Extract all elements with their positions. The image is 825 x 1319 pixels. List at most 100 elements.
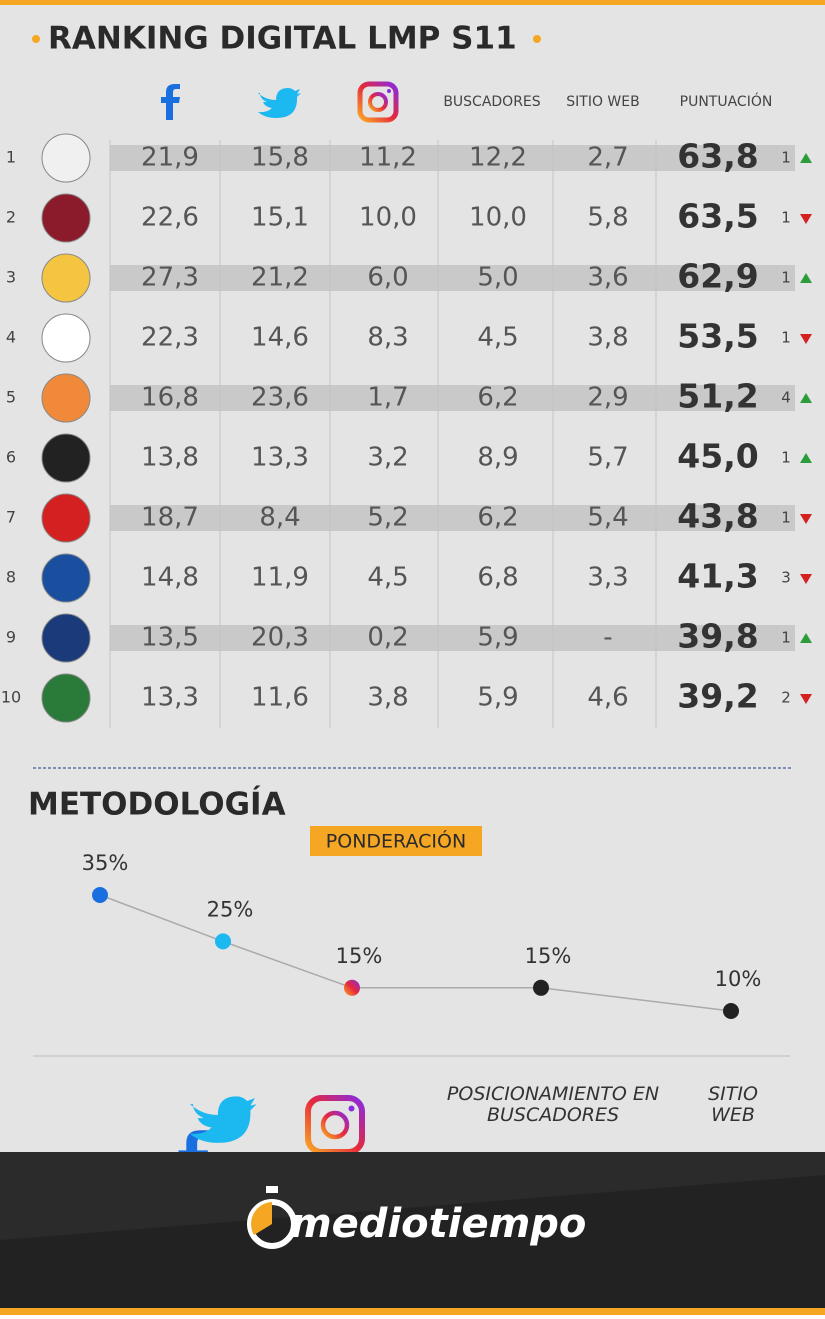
cell: 3,6 — [587, 263, 628, 293]
cell: 5,4 — [587, 503, 628, 533]
weight-label: 15% — [336, 944, 383, 968]
cell: 20,3 — [251, 623, 309, 653]
weight-point — [344, 979, 360, 996]
cell: 8,9 — [477, 443, 518, 473]
weight-label: 10% — [715, 967, 762, 991]
row-band — [110, 265, 795, 291]
cell: 15,1 — [251, 203, 309, 233]
weight-label: 35% — [82, 851, 129, 875]
team-logo — [41, 313, 91, 363]
team-logo — [41, 613, 91, 663]
rank: 5 — [6, 388, 16, 407]
cell: 18,7 — [141, 503, 199, 533]
weight-point — [92, 887, 108, 903]
section-subtitle: PONDERACIÓN — [326, 829, 466, 853]
rank: 10 — [1, 688, 21, 707]
cell: 6,8 — [477, 563, 518, 593]
bottom-bar — [0, 1308, 825, 1315]
cell: 6,0 — [367, 263, 408, 293]
score: 41,3 — [677, 557, 758, 596]
cell: 5,9 — [477, 683, 518, 713]
column-header: BUSCADORES — [443, 94, 540, 110]
row-band — [110, 385, 795, 411]
label-line: POSICIONAMIENTO EN — [447, 1083, 659, 1105]
cell: 4,6 — [587, 683, 628, 713]
team-logo — [41, 433, 91, 483]
cell: 3,2 — [367, 443, 408, 473]
label-line: WEB — [711, 1104, 755, 1126]
cell: 4,5 — [367, 563, 408, 593]
cell: 5,7 — [587, 443, 628, 473]
cell: 21,9 — [141, 143, 199, 173]
score: 39,8 — [677, 617, 758, 656]
team-logo — [41, 253, 91, 303]
score: 63,8 — [677, 137, 758, 176]
change: 4 — [781, 389, 791, 407]
cell: - — [603, 623, 612, 653]
table: 1 21,9 15,8 11,2 12,2 2,7 63,8 12 22,6 15,1 10,0 10… — [1, 133, 812, 728]
score: 63,5 — [677, 197, 758, 236]
label-line: SITIO — [708, 1083, 758, 1105]
twitter-icon — [258, 88, 301, 118]
weight-label: 25% — [207, 897, 254, 921]
change: 1 — [781, 629, 791, 647]
score: 62,9 — [677, 257, 758, 296]
cell: 6,2 — [477, 503, 518, 533]
cell: 8,4 — [259, 503, 300, 533]
cell: 14,8 — [141, 563, 199, 593]
arrow-up — [800, 393, 812, 403]
cell: 13,8 — [141, 443, 199, 473]
cell: 11,2 — [359, 143, 417, 173]
change: 1 — [781, 329, 791, 347]
weight-label: 15% — [525, 944, 572, 968]
score: 43,8 — [677, 497, 758, 536]
cell: 10,0 — [359, 203, 417, 233]
arrow-up — [800, 273, 812, 283]
row-band — [110, 505, 795, 531]
section-title: METODOLOGÍA — [28, 787, 286, 823]
arrow-up — [800, 453, 812, 463]
change: 1 — [781, 269, 791, 287]
weight-point — [533, 979, 549, 996]
cell: 23,6 — [251, 383, 309, 413]
column-header: SITIO WEB — [566, 94, 639, 110]
cell: 5,9 — [477, 623, 518, 653]
twitter-icon — [189, 1096, 257, 1143]
rank: 1 — [6, 148, 16, 167]
top-bar — [0, 0, 825, 5]
rank: 6 — [6, 448, 16, 467]
method-label: SITIO WEB — [708, 1083, 758, 1126]
cell: 3,8 — [587, 323, 628, 353]
title-dot — [533, 35, 541, 43]
cell: 22,3 — [141, 323, 199, 353]
row-band — [110, 145, 795, 171]
cell: 5,8 — [587, 203, 628, 233]
arrow-down — [800, 694, 812, 704]
label-line: BUSCADORES — [487, 1104, 619, 1126]
column-header: PUNTUACIÓN — [680, 92, 773, 110]
arrow-up — [800, 633, 812, 643]
arrow-down — [800, 214, 812, 224]
cell: 2,7 — [587, 143, 628, 173]
cell: 15,8 — [251, 143, 309, 173]
rank: 7 — [6, 508, 16, 527]
cell: 13,5 — [141, 623, 199, 653]
cell: 22,6 — [141, 203, 199, 233]
weight-chart: 35% 25% 15% 15% 10% — [82, 851, 762, 1019]
instagram-icon — [357, 81, 399, 123]
brand-logo — [247, 1186, 297, 1249]
cell: 1,7 — [367, 383, 408, 413]
subtitle-box — [310, 826, 482, 856]
team-logo — [41, 373, 91, 423]
rank: 3 — [6, 268, 16, 287]
cell: 6,2 — [477, 383, 518, 413]
cell: 5,2 — [367, 503, 408, 533]
cell: 5,0 — [477, 263, 518, 293]
row-band — [110, 625, 795, 651]
cell: 3,8 — [367, 683, 408, 713]
team-logo — [41, 673, 91, 723]
cell: 11,6 — [251, 683, 309, 713]
cell: 21,2 — [251, 263, 309, 293]
method-label: POSICIONAMIENTO EN BUSCADORES — [447, 1083, 659, 1126]
change: 2 — [781, 689, 791, 707]
